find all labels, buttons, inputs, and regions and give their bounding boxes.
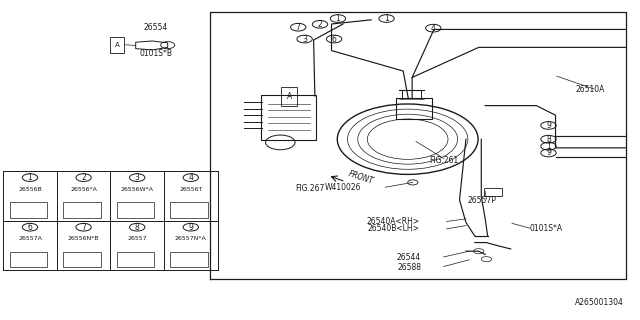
Text: 6: 6 — [28, 223, 33, 232]
Text: 6: 6 — [332, 35, 337, 44]
Text: W410026: W410026 — [325, 183, 362, 192]
Text: 26544: 26544 — [397, 253, 421, 262]
Text: 7: 7 — [296, 23, 301, 32]
Text: 26557A: 26557A — [18, 236, 42, 241]
Text: A: A — [287, 92, 292, 101]
Text: 2: 2 — [317, 20, 323, 29]
Text: 4: 4 — [431, 24, 436, 33]
Text: 1: 1 — [335, 14, 340, 23]
Text: A265001304: A265001304 — [575, 298, 624, 307]
Text: 7: 7 — [81, 223, 86, 232]
Text: 9: 9 — [188, 223, 193, 232]
Text: FRONT: FRONT — [348, 169, 375, 186]
Text: FIG.267: FIG.267 — [296, 184, 325, 193]
Text: 26557N*A: 26557N*A — [175, 236, 207, 241]
Text: 26556T: 26556T — [179, 187, 202, 192]
Text: 1: 1 — [384, 14, 389, 23]
Text: 26556B: 26556B — [18, 187, 42, 192]
Text: 26556N*B: 26556N*B — [68, 236, 99, 241]
Text: 9: 9 — [546, 121, 551, 130]
Text: 26557P: 26557P — [467, 196, 497, 204]
Text: 26554: 26554 — [143, 23, 168, 32]
Text: 26540A<RH>: 26540A<RH> — [366, 217, 419, 226]
Text: 26556*A: 26556*A — [70, 187, 97, 192]
Text: 1: 1 — [546, 142, 551, 151]
Text: 3: 3 — [302, 35, 307, 44]
Text: 0101S*A: 0101S*A — [530, 224, 563, 233]
Text: 26540B<LH>: 26540B<LH> — [367, 224, 419, 233]
Text: 26588: 26588 — [397, 263, 421, 272]
Text: FIG.261: FIG.261 — [429, 156, 458, 164]
Text: 3: 3 — [135, 173, 140, 182]
Text: 26510A: 26510A — [575, 85, 605, 94]
Text: 1: 1 — [28, 173, 33, 182]
Text: 0101S*B: 0101S*B — [139, 49, 172, 58]
Text: 4: 4 — [188, 173, 193, 182]
Text: 26557: 26557 — [127, 236, 147, 241]
Text: 9: 9 — [546, 148, 551, 157]
Text: 26556W*A: 26556W*A — [121, 187, 154, 192]
Text: A: A — [115, 42, 120, 48]
Text: 8: 8 — [135, 223, 140, 232]
Text: 8: 8 — [546, 135, 551, 144]
Text: 2: 2 — [81, 173, 86, 182]
